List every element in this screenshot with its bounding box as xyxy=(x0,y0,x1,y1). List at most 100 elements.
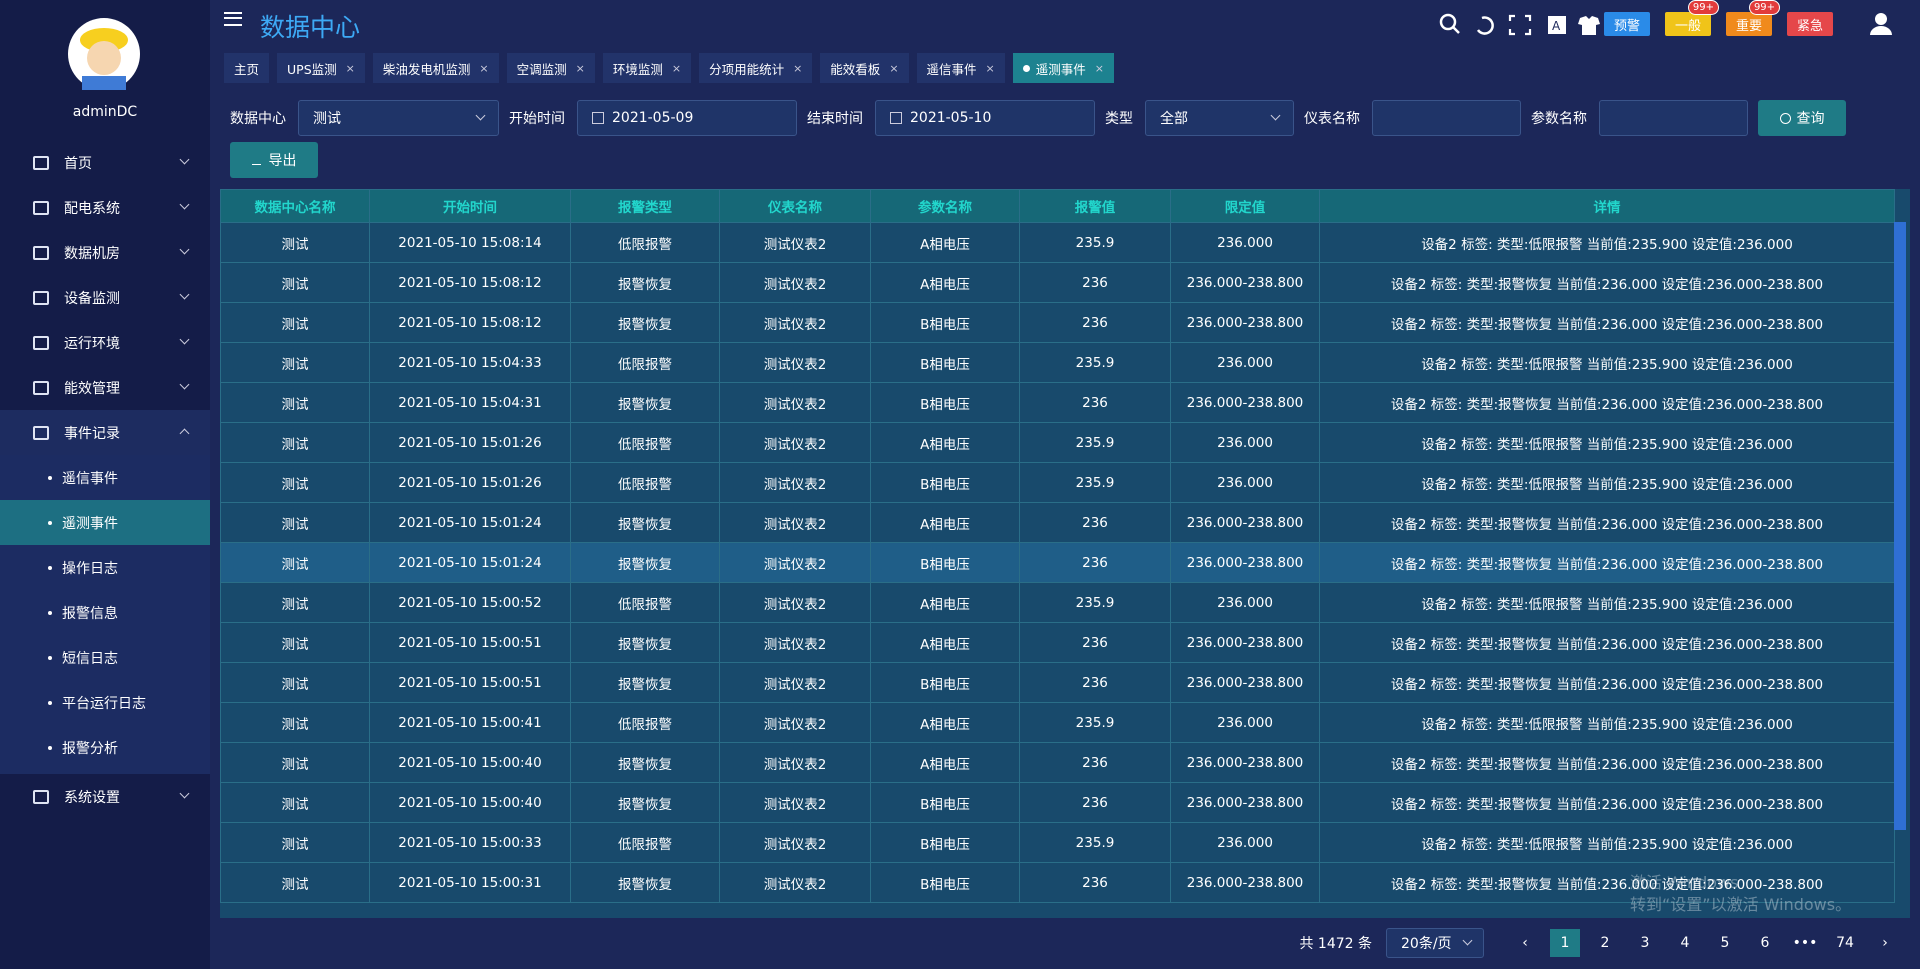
filter-input[interactable]: 2021-05-09 xyxy=(577,100,797,136)
tab[interactable]: 遥测事件× xyxy=(1013,53,1114,83)
menu-item[interactable]: 事件记录 xyxy=(0,410,210,455)
table-row[interactable]: 测试2021-05-10 15:01:24报警恢复测试仪表2B相电压236236… xyxy=(221,543,1895,583)
table-row[interactable]: 测试2021-05-10 15:00:40报警恢复测试仪表2A相电压236236… xyxy=(221,743,1895,783)
column-header: 数据中心名称 xyxy=(221,190,370,223)
table-cell: 测试仪表2 xyxy=(720,743,871,783)
submenu-item[interactable]: 平台运行日志 xyxy=(0,680,210,725)
table-cell: 测试 xyxy=(221,663,370,703)
table-row[interactable]: 测试2021-05-10 15:08:14低限报警测试仪表2A相电压235.92… xyxy=(221,223,1895,263)
menu-arrow xyxy=(180,245,190,255)
next-page[interactable]: › xyxy=(1870,929,1900,957)
filter-input[interactable]: 2021-05-10 xyxy=(875,100,1095,136)
page-number[interactable]: 4 xyxy=(1670,929,1700,957)
menu-label: 设备监测 xyxy=(64,288,120,308)
export-button[interactable]: 导出 xyxy=(230,142,318,178)
menu-label: 数据机房 xyxy=(64,243,120,263)
menu-item[interactable]: 设备监测 xyxy=(0,275,210,320)
table-cell: 236 xyxy=(1020,543,1171,583)
user-icon[interactable] xyxy=(1870,12,1892,36)
table-row[interactable]: 测试2021-05-10 15:04:31报警恢复测试仪表2B相电压236236… xyxy=(221,383,1895,423)
calendar-icon xyxy=(890,112,902,124)
submenu-item[interactable]: 报警信息 xyxy=(0,590,210,635)
table-cell: 236.000-238.800 xyxy=(1171,543,1320,583)
table-cell: 2021-05-10 15:01:26 xyxy=(370,463,571,503)
submenu-item[interactable]: 遥测事件 xyxy=(0,500,210,545)
alarm-level-button[interactable]: 重要99+ xyxy=(1726,12,1772,36)
table-row[interactable]: 测试2021-05-10 15:00:40报警恢复测试仪表2B相电压236236… xyxy=(221,783,1895,823)
menu-label: 系统设置 xyxy=(64,787,120,807)
page-number[interactable]: 6 xyxy=(1750,929,1780,957)
menu-item[interactable]: 系统设置 xyxy=(0,774,210,819)
page-number[interactable]: ••• xyxy=(1790,929,1820,957)
tab-close[interactable]: × xyxy=(346,62,355,75)
tab-label: UPS监测 xyxy=(287,59,337,78)
menu-item[interactable]: 配电系统 xyxy=(0,185,210,230)
tab[interactable]: 柴油发电机监测× xyxy=(373,53,499,83)
alarm-level-button[interactable]: 一般99+ xyxy=(1665,12,1711,36)
table-row[interactable]: 测试2021-05-10 15:01:24报警恢复测试仪表2A相电压236236… xyxy=(221,503,1895,543)
submenu-item[interactable]: 操作日志 xyxy=(0,545,210,590)
filter-input[interactable] xyxy=(1599,100,1748,136)
tab[interactable]: UPS监测 × xyxy=(277,53,365,83)
table-row[interactable]: 测试2021-05-10 15:01:26低限报警测试仪表2A相电压235.92… xyxy=(221,423,1895,463)
table-cell: B相电压 xyxy=(871,343,1020,383)
filter-input[interactable] xyxy=(1372,100,1521,136)
menu-item[interactable]: 数据机房 xyxy=(0,230,210,275)
page-number[interactable]: 3 xyxy=(1630,929,1660,957)
tab[interactable]: 分项用能统计× xyxy=(699,53,812,83)
tab[interactable]: 空调监测× xyxy=(507,53,595,83)
tab-close[interactable]: × xyxy=(479,62,488,75)
tab-close[interactable]: × xyxy=(889,62,898,75)
table-row[interactable]: 测试2021-05-10 15:00:51报警恢复测试仪表2A相电压236236… xyxy=(221,623,1895,663)
table-row[interactable]: 测试2021-05-10 15:08:12报警恢复测试仪表2B相电压236236… xyxy=(221,303,1895,343)
filter-value: 测试 xyxy=(313,108,341,128)
table-row[interactable]: 测试2021-05-10 15:08:12报警恢复测试仪表2A相电压236236… xyxy=(221,263,1895,303)
menu-icon xyxy=(33,336,49,350)
table-cell: B相电压 xyxy=(871,303,1020,343)
table-cell: 测试仪表2 xyxy=(720,503,871,543)
tab[interactable]: 主页 xyxy=(224,53,269,83)
filter-select[interactable]: 测试 xyxy=(298,100,499,136)
alarm-levels: 预警一般99+ 重要99+ 紧急 xyxy=(1604,12,1833,36)
table-row[interactable]: 测试2021-05-10 15:00:41低限报警测试仪表2A相电压235.92… xyxy=(221,703,1895,743)
table-row[interactable]: 测试2021-05-10 15:00:33低限报警测试仪表2B相电压235.92… xyxy=(221,823,1895,863)
table-row[interactable]: 测试2021-05-10 15:01:26低限报警测试仪表2B相电压235.92… xyxy=(221,463,1895,503)
alarm-level-button[interactable]: 紧急 xyxy=(1787,12,1833,36)
tab-close[interactable]: × xyxy=(1095,62,1104,75)
column-header: 详情 xyxy=(1320,190,1895,223)
menu-item[interactable]: 运行环境 xyxy=(0,320,210,365)
table-row[interactable]: 测试2021-05-10 15:00:51报警恢复测试仪表2B相电压236236… xyxy=(221,663,1895,703)
table-row[interactable]: 测试2021-05-10 15:04:33低限报警测试仪表2B相电压235.92… xyxy=(221,343,1895,383)
submenu-item[interactable]: 遥信事件 xyxy=(0,455,210,500)
table-cell: 设备2 标签: 类型:报警恢复 当前值:236.000 设定值:236.000-… xyxy=(1320,623,1895,663)
page-number[interactable]: 5 xyxy=(1710,929,1740,957)
prev-page[interactable]: ‹ xyxy=(1510,929,1540,957)
page-number[interactable]: 1 xyxy=(1550,929,1580,957)
filter-select[interactable]: 全部 xyxy=(1145,100,1294,136)
table-cell: 2021-05-10 15:00:41 xyxy=(370,703,571,743)
query-button[interactable]: 查询 xyxy=(1758,100,1846,136)
tab-close[interactable]: × xyxy=(576,62,585,75)
page-number[interactable]: 2 xyxy=(1590,929,1620,957)
table-row[interactable]: 测试2021-05-10 15:00:52低限报警测试仪表2A相电压235.92… xyxy=(221,583,1895,623)
table-cell: 报警恢复 xyxy=(571,863,720,903)
tab[interactable]: 遥信事件× xyxy=(917,53,1005,83)
tab[interactable]: 能效看板× xyxy=(820,53,908,83)
page-number[interactable]: 74 xyxy=(1830,929,1860,957)
menu-item[interactable]: 能效管理 xyxy=(0,365,210,410)
alarm-level-button[interactable]: 预警 xyxy=(1604,12,1650,36)
username: adminDC xyxy=(0,104,210,120)
tab-close[interactable]: × xyxy=(672,62,681,75)
submenu-item[interactable]: 报警分析 xyxy=(0,725,210,770)
table-cell: 235.9 xyxy=(1020,463,1171,503)
tab-close[interactable]: × xyxy=(986,62,995,75)
menu-toggle[interactable] xyxy=(224,12,242,26)
submenu-item[interactable]: 短信日志 xyxy=(0,635,210,680)
download-icon xyxy=(252,156,261,165)
tab-close[interactable]: × xyxy=(793,62,802,75)
tab[interactable]: 环境监测× xyxy=(603,53,691,83)
menu-item[interactable]: 首页 xyxy=(0,140,210,185)
table-cell: 2021-05-10 15:01:24 xyxy=(370,503,571,543)
page-size-select[interactable]: 20条/页 xyxy=(1386,928,1484,958)
menu-icon xyxy=(33,790,49,804)
